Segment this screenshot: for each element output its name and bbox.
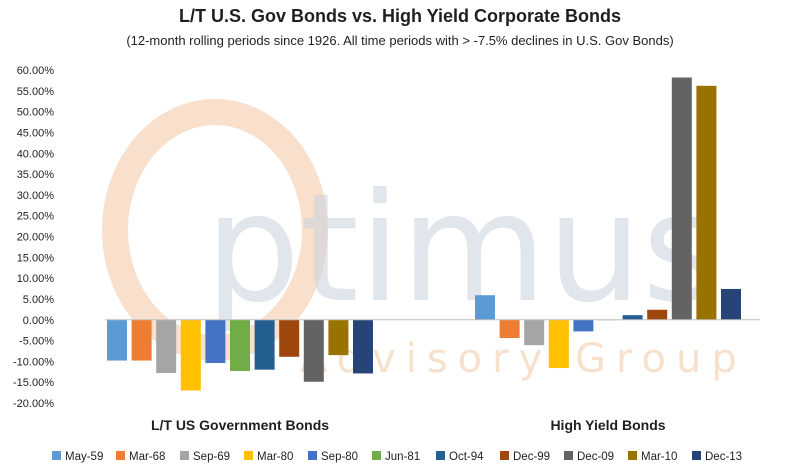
legend-label: Oct-94 bbox=[449, 451, 484, 463]
legend-label: Dec-99 bbox=[513, 451, 550, 463]
legend-label: May-59 bbox=[65, 451, 103, 463]
bar-sep-80-hy bbox=[573, 319, 594, 332]
y-tick-label: -15.00% bbox=[13, 377, 54, 389]
legend-label: Jun-81 bbox=[385, 451, 420, 463]
legend-label: Mar-10 bbox=[641, 451, 677, 463]
category-label: High Yield Bonds bbox=[550, 417, 665, 433]
legend-label: Sep-80 bbox=[321, 451, 358, 463]
legend-item-dec-09: Dec-09 bbox=[564, 451, 614, 463]
bar-sep-69-hy bbox=[524, 319, 545, 346]
y-tick-label: 0.00% bbox=[23, 315, 54, 327]
y-tick-label: 55.00% bbox=[17, 86, 55, 98]
legend-swatch bbox=[180, 451, 189, 460]
y-tick-label: -10.00% bbox=[13, 356, 54, 368]
legend-label: Dec-13 bbox=[705, 451, 742, 463]
chart-title: L/T U.S. Gov Bonds vs. High Yield Corpor… bbox=[179, 6, 621, 26]
legend-label: Dec-09 bbox=[577, 451, 614, 463]
legend-swatch bbox=[436, 451, 445, 460]
bar-mar-80-gov bbox=[180, 319, 201, 391]
legend-item-may-59: May-59 bbox=[52, 451, 103, 463]
legend-item-oct-94: Oct-94 bbox=[436, 451, 484, 463]
legend-item-dec-99: Dec-99 bbox=[500, 451, 550, 463]
bar-dec-99-gov bbox=[279, 319, 300, 357]
bar-mar-68-hy bbox=[499, 319, 520, 339]
category-label: L/T US Government Bonds bbox=[151, 417, 329, 433]
y-tick-label: 25.00% bbox=[17, 211, 55, 223]
legend-label: Mar-68 bbox=[129, 451, 165, 463]
legend-swatch bbox=[244, 451, 253, 460]
y-tick-label: 10.00% bbox=[17, 273, 55, 285]
bars bbox=[107, 77, 741, 391]
bar-sep-80-gov bbox=[205, 319, 226, 364]
y-tick-label: 50.00% bbox=[17, 107, 55, 119]
legend-swatch bbox=[308, 451, 317, 460]
legend-item-mar-10: Mar-10 bbox=[628, 451, 677, 463]
bar-mar-80-hy bbox=[548, 319, 569, 369]
legend-swatch bbox=[564, 451, 573, 460]
legend-item-mar-80: Mar-80 bbox=[244, 451, 293, 463]
legend-swatch bbox=[372, 451, 381, 460]
legend-swatch bbox=[500, 451, 509, 460]
bar-mar-68-gov bbox=[131, 319, 152, 361]
y-tick-label: 30.00% bbox=[17, 190, 55, 202]
y-tick-label: -20.00% bbox=[13, 398, 54, 410]
y-axis: -20.00% -15.00% -10.00% -5.00% 0.00% 5.00% 10.… bbox=[13, 65, 54, 410]
chart-subtitle: (12-month rolling periods since 1926. Al… bbox=[126, 33, 673, 48]
y-tick-label: -5.00% bbox=[19, 336, 54, 348]
legend-swatch bbox=[628, 451, 637, 460]
category-labels: L/T US Government Bonds High Yield Bonds bbox=[151, 417, 666, 433]
legend-item-jun-81: Jun-81 bbox=[372, 451, 420, 463]
legend: May-59 Mar-68 Sep-69 Mar-80 Sep-80 Jun-81 Oct-… bbox=[52, 451, 742, 463]
legend-item-sep-69: Sep-69 bbox=[180, 451, 230, 463]
y-tick-label: 35.00% bbox=[17, 169, 55, 181]
y-tick-label: 5.00% bbox=[23, 294, 54, 306]
legend-item-mar-68: Mar-68 bbox=[116, 451, 165, 463]
legend-item-sep-80: Sep-80 bbox=[308, 451, 358, 463]
bar-dec-09-hy bbox=[671, 77, 692, 320]
bar-mar-10-hy bbox=[696, 85, 717, 320]
bar-oct-94-gov bbox=[254, 319, 275, 370]
y-tick-label: 15.00% bbox=[17, 252, 55, 264]
y-tick-label: 20.00% bbox=[17, 232, 55, 244]
bar-dec-13-hy bbox=[721, 288, 741, 320]
bar-may-59-gov bbox=[107, 319, 127, 361]
legend-item-dec-13: Dec-13 bbox=[692, 451, 742, 463]
bar-sep-69-gov bbox=[156, 319, 177, 374]
y-tick-label: 40.00% bbox=[17, 148, 55, 160]
legend-swatch bbox=[692, 451, 701, 460]
legend-label: Mar-80 bbox=[257, 451, 293, 463]
legend-swatch bbox=[52, 451, 61, 460]
y-tick-label: 60.00% bbox=[17, 65, 55, 77]
bar-dec-09-gov bbox=[303, 319, 324, 382]
bar-dec-13-gov bbox=[353, 319, 373, 374]
bar-dec-99-hy bbox=[647, 309, 668, 320]
bar-may-59-hy bbox=[475, 295, 495, 320]
watermark-brand: ptimus bbox=[205, 162, 720, 336]
y-tick-label: 45.00% bbox=[17, 127, 55, 139]
legend-swatch bbox=[116, 451, 125, 460]
legend-label: Sep-69 bbox=[193, 451, 230, 463]
bar-jun-81-gov bbox=[230, 319, 250, 371]
bar-oct-94-hy bbox=[622, 315, 643, 320]
bar-mar-10-gov bbox=[328, 319, 349, 356]
